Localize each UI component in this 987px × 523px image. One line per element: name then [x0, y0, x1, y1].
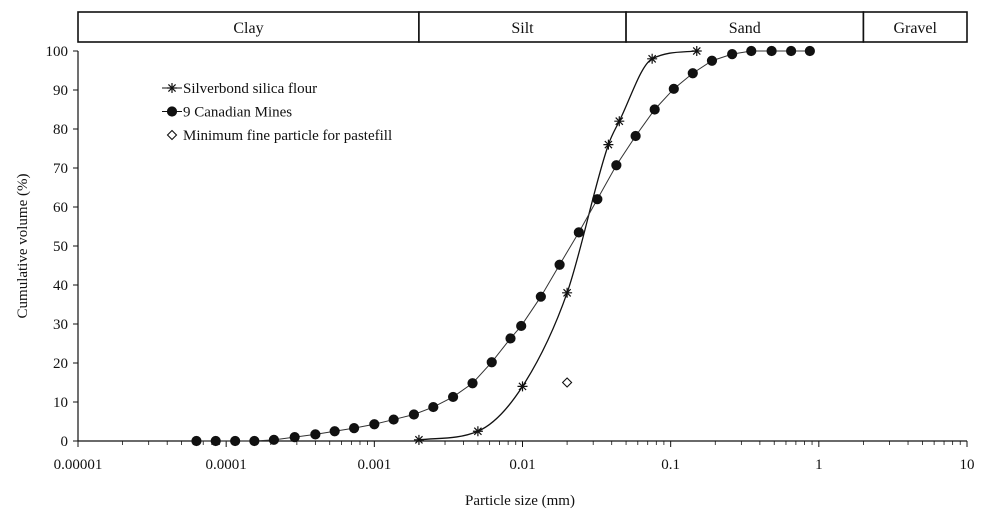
axes: 0 10 20 30 40 50 60 70 80 90 100 0.00001 0.0001 0.001…: [46, 44, 975, 473]
x-tick-label: 0.1: [661, 457, 680, 473]
size-class-box-gravel: [862, 11, 968, 43]
series-minimum-fine-particle-for-pastefill: [561, 377, 573, 388]
data-point: [592, 194, 603, 205]
size-class-box-silt: [418, 11, 627, 43]
size-class-label-clay: Clay: [233, 20, 263, 37]
data-point: [554, 259, 565, 270]
data-point: [447, 391, 459, 403]
data-point: [369, 419, 380, 430]
y-tick-label: 30: [53, 317, 68, 333]
x-tick-label: 0.00001: [54, 457, 103, 473]
data-point: [516, 320, 527, 332]
legend-marker: [166, 106, 178, 117]
legend-marker: [167, 83, 177, 93]
size-class-band: Clay Silt Sand Gravel: [77, 11, 968, 43]
y-tick-label: 10: [53, 395, 68, 411]
y-tick-label: 100: [46, 44, 69, 60]
data-point: [505, 333, 516, 344]
y-tick-label: 0: [61, 434, 69, 450]
data-point: [691, 46, 702, 56]
data-point: [561, 377, 573, 388]
legend-marker: [166, 129, 178, 141]
y-tick-label: 40: [53, 278, 68, 294]
x-axis-title: Particle size (mm): [465, 493, 575, 509]
data-point: [649, 104, 660, 115]
x-tick-label: 10: [960, 457, 975, 473]
data-point: [611, 160, 622, 171]
data-point: [191, 435, 202, 447]
y-tick-label: 80: [53, 122, 68, 138]
size-class-box-sand: [625, 11, 865, 43]
data-point: [268, 434, 280, 445]
data-point: [687, 68, 698, 79]
y-tick-label: 20: [53, 356, 68, 372]
data-point: [249, 435, 260, 447]
data-point: [210, 435, 221, 447]
data-point: [428, 401, 439, 413]
data-point: [310, 429, 321, 440]
x-tick-label: 0.01: [509, 457, 535, 473]
x-tick-label: 1: [815, 457, 823, 473]
legend-item: 9 Canadian Mines: [162, 105, 292, 121]
y-tick-label: 70: [53, 161, 68, 177]
legend: Silverbond silica flour 9 Canadian Mines M…: [162, 81, 392, 144]
y-tick-label: 90: [53, 83, 68, 99]
y-axis-title: Cumulative volume (%): [15, 174, 31, 319]
size-class-box-clay: [77, 11, 420, 43]
series-line: [418, 50, 697, 441]
data-point: [472, 426, 483, 437]
size-class-label-gravel: Gravel: [893, 20, 937, 37]
data-point: [727, 49, 738, 60]
series-silverbond-silica-flour: [413, 46, 702, 445]
legend-label: 9 Canadian Mines: [183, 105, 292, 121]
series-9-canadian-mines: [191, 45, 815, 447]
data-point: [329, 426, 340, 437]
y-tick-label: 60: [53, 200, 68, 216]
data-point: [408, 409, 420, 420]
data-point: [603, 139, 614, 150]
series-layer: [191, 45, 815, 447]
data-point: [614, 116, 625, 127]
data-point: [647, 53, 658, 64]
data-point: [668, 83, 679, 94]
data-point: [573, 227, 584, 238]
data-point: [786, 45, 797, 57]
data-point: [348, 423, 360, 434]
data-point: [766, 45, 777, 57]
data-point: [230, 435, 241, 447]
data-point: [706, 55, 718, 66]
data-point: [517, 381, 528, 392]
x-tick-label: 0.0001: [206, 457, 247, 473]
legend-label: Silverbond silica flour: [183, 81, 317, 97]
data-point: [630, 130, 641, 142]
data-point: [535, 291, 546, 302]
legend-item: Silverbond silica flour: [162, 81, 317, 97]
size-class-label-sand: Sand: [729, 20, 761, 37]
legend-item: Minimum fine particle for pastefill: [166, 128, 392, 144]
data-point: [289, 432, 300, 443]
data-point: [562, 287, 573, 298]
y-tick-label: 50: [53, 239, 68, 255]
data-point: [467, 378, 478, 389]
data-point: [804, 45, 815, 57]
x-tick-label: 0.001: [357, 457, 391, 473]
data-point: [388, 414, 399, 425]
data-point: [746, 45, 757, 57]
data-point: [413, 434, 424, 445]
legend-label: Minimum fine particle for pastefill: [183, 128, 392, 144]
data-point: [486, 357, 497, 368]
size-class-label-silt: Silt: [511, 20, 534, 37]
